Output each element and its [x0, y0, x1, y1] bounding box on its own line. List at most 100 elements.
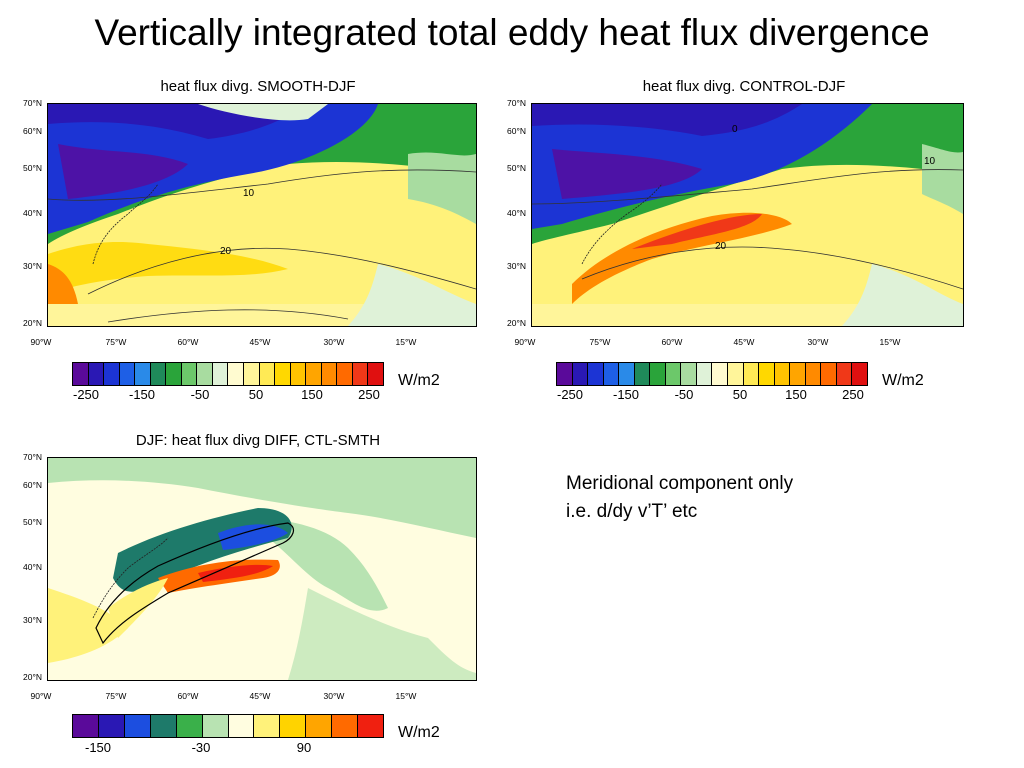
- lat-tick: 30°N: [23, 261, 42, 271]
- lon-tick: 60°W: [177, 337, 199, 347]
- colorbar-swatch: [290, 363, 307, 385]
- colorbar-unit: W/m2: [398, 372, 440, 389]
- lon-tick: 75°W: [589, 337, 611, 347]
- colorbar-swatch: [73, 715, 99, 737]
- colorbar-tick: 50: [732, 387, 748, 402]
- colorbar-tick: -150: [128, 387, 156, 402]
- lat-tick: 50°N: [23, 163, 42, 173]
- colorbar-swatch: [619, 363, 635, 385]
- note-text: Meridional component only i.e. d/dy v’T’…: [566, 470, 793, 526]
- colorbar-tick: 150: [785, 387, 807, 402]
- colorbar-swatch: [98, 715, 125, 737]
- colorbar-swatch: [228, 363, 245, 385]
- map-diff: [47, 457, 477, 681]
- colorbar-swatch: [728, 363, 744, 385]
- colorbar-swatch: [572, 363, 589, 385]
- colorbar-swatch: [73, 363, 89, 385]
- map-control: 0 10 20: [531, 103, 964, 327]
- colorbar-swatch: [197, 363, 213, 385]
- colorbar-swatch: [759, 363, 775, 385]
- lat-tick: 20°N: [23, 318, 42, 328]
- colorbar-swatch: [275, 363, 291, 385]
- colorbar-swatch: [821, 363, 837, 385]
- colorbar-swatch: [665, 363, 682, 385]
- colorbar-swatch: [150, 363, 167, 385]
- lon-tick: 15°W: [395, 691, 417, 701]
- colorbar-swatch: [790, 363, 806, 385]
- colorbar-swatch: [681, 363, 697, 385]
- lat-tick: 60°N: [23, 480, 42, 490]
- colorbar-swatch: [321, 363, 338, 385]
- colorbar-tick: -30: [191, 740, 211, 755]
- colorbar-swatch: [696, 363, 713, 385]
- colorbar-swatch: [119, 363, 136, 385]
- panel-title-diff: DJF: heat flux divg DIFF, CTL-SMTH: [135, 432, 381, 449]
- colorbar-swatch: [805, 363, 822, 385]
- lat-tick: 60°N: [23, 126, 42, 136]
- colorbar-tick: 50: [248, 387, 264, 402]
- colorbar-swatch: [228, 715, 255, 737]
- colorbar-swatch: [352, 363, 369, 385]
- lon-tick: 30°W: [323, 337, 345, 347]
- colorbar-swatch: [104, 363, 120, 385]
- colorbar-swatch: [836, 363, 853, 385]
- map-smooth: 10 20: [47, 103, 477, 327]
- lon-tick: 75°W: [105, 691, 127, 701]
- colorbar-tick: -50: [674, 387, 694, 402]
- colorbar-swatch: [306, 363, 322, 385]
- lat-tick: 50°N: [507, 163, 526, 173]
- slide-title: Vertically integrated total eddy heat fl…: [94, 12, 930, 53]
- lon-tick: 90°W: [30, 691, 52, 701]
- lon-tick: 60°W: [661, 337, 683, 347]
- colorbar-swatch: [712, 363, 729, 385]
- lon-tick: 60°W: [177, 691, 199, 701]
- colorbar-swatch: [212, 363, 229, 385]
- lon-tick: 90°W: [514, 337, 536, 347]
- colorbar-swatch: [368, 363, 383, 385]
- colorbar-tick: -150: [612, 387, 640, 402]
- lat-tick: 70°N: [23, 98, 42, 108]
- note-line-2: i.e. d/dy v’T’ etc: [566, 501, 698, 522]
- colorbar-swatch: [135, 363, 151, 385]
- colorbar-swatch: [181, 363, 198, 385]
- lat-tick: 50°N: [23, 517, 42, 527]
- colorbar-swatch: [244, 363, 260, 385]
- lon-tick: 45°W: [249, 691, 271, 701]
- colorbar-swatch: [176, 715, 203, 737]
- colorbar-tick: 90: [296, 740, 312, 755]
- colorbar-swatch: [332, 715, 359, 737]
- contour-label: 10: [924, 156, 936, 167]
- colorbar-tick: 150: [301, 387, 323, 402]
- lon-tick: 45°W: [249, 337, 271, 347]
- colorbar-tick: -50: [190, 387, 210, 402]
- colorbar-diff: [72, 714, 384, 738]
- colorbar-swatch: [603, 363, 620, 385]
- panel-title-smooth: heat flux divg. SMOOTH-DJF: [160, 78, 356, 95]
- lon-tick: 15°W: [879, 337, 901, 347]
- colorbar-swatch: [306, 715, 333, 737]
- note-line-1: Meridional component only: [566, 473, 794, 494]
- colorbar-swatch: [254, 715, 281, 737]
- colorbar-swatch: [634, 363, 651, 385]
- colorbar-smooth: [72, 362, 384, 386]
- lon-tick: 45°W: [733, 337, 755, 347]
- lat-tick: 60°N: [507, 126, 526, 136]
- lat-tick: 40°N: [23, 208, 42, 218]
- lon-tick: 15°W: [395, 337, 417, 347]
- colorbar-tick: 250: [842, 387, 864, 402]
- colorbar-swatch: [150, 715, 177, 737]
- colorbar-tick: -250: [72, 387, 100, 402]
- colorbar-swatch: [852, 363, 867, 385]
- colorbar-swatch: [588, 363, 604, 385]
- colorbar-swatch: [774, 363, 791, 385]
- lat-tick: 40°N: [23, 562, 42, 572]
- colorbar-swatch: [743, 363, 760, 385]
- colorbar-unit: W/m2: [398, 724, 440, 741]
- lat-tick: 30°N: [23, 615, 42, 625]
- colorbar-swatch: [650, 363, 666, 385]
- colorbar-swatch: [88, 363, 105, 385]
- colorbar-unit: W/m2: [882, 372, 924, 389]
- lat-tick: 20°N: [23, 672, 42, 682]
- colorbar-swatch: [124, 715, 151, 737]
- lon-tick: 90°W: [30, 337, 52, 347]
